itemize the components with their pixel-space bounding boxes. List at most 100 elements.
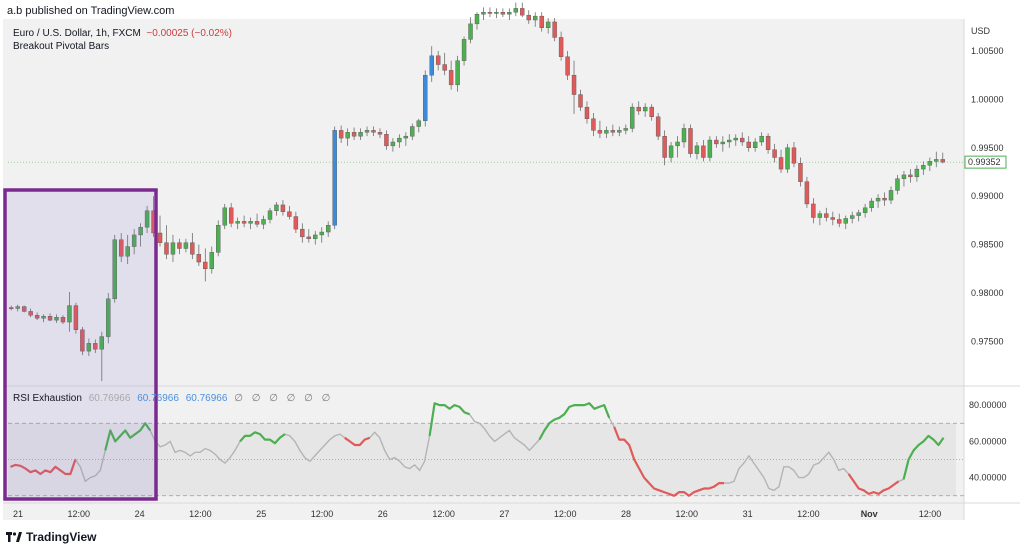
candle-body xyxy=(73,305,79,331)
candle-body xyxy=(183,242,189,249)
candle-body xyxy=(326,225,331,233)
candle-body xyxy=(545,21,551,28)
time-tick: Nov xyxy=(861,509,878,519)
candle-body xyxy=(849,215,855,219)
indicator-label[interactable]: Breakout Pivotal Bars xyxy=(13,41,110,52)
rsi-empty-values: ∅ ∅ ∅ ∅ ∅ ∅ xyxy=(234,393,334,404)
candle-body xyxy=(177,242,182,249)
candle-body xyxy=(338,130,344,139)
candle-body xyxy=(571,74,577,95)
candle-body xyxy=(41,316,46,319)
candle-body xyxy=(209,252,214,270)
candle-body xyxy=(591,118,596,131)
candle-body xyxy=(681,128,687,143)
rsi-bull-segment xyxy=(538,402,611,441)
candle-body xyxy=(67,305,72,323)
rsi-bull-segment xyxy=(902,434,945,480)
candle-body xyxy=(649,106,654,118)
candle-body xyxy=(241,221,247,224)
rsi-value-1: 60.76966 xyxy=(88,393,131,404)
candle-body xyxy=(507,12,512,15)
candle-body xyxy=(287,211,292,217)
currency-label: USD xyxy=(971,26,991,36)
rsi-bear-segment xyxy=(847,473,900,495)
candle-body xyxy=(798,163,803,182)
candle-body xyxy=(228,207,234,224)
candle-body xyxy=(694,145,700,154)
axes: USD 1.00500 1.00000 0.99500 0.99000 0.98500 0.… xyxy=(13,26,1007,519)
rsi-value-3: 60.76966 xyxy=(185,393,228,404)
price-tick: 1.00500 xyxy=(971,46,1004,56)
candle-body xyxy=(397,137,402,143)
grid-lines xyxy=(3,19,1020,520)
candle-body xyxy=(759,135,764,143)
candle-body xyxy=(604,130,609,134)
candle-body xyxy=(364,130,370,133)
highlight-box xyxy=(3,188,158,501)
candle-body xyxy=(442,64,447,71)
candle-body xyxy=(668,145,674,158)
candle-body xyxy=(416,120,421,127)
candles xyxy=(9,2,945,382)
candle-body xyxy=(494,12,499,14)
rsi-line xyxy=(10,402,945,497)
candle-body xyxy=(423,74,428,121)
candle-body xyxy=(481,12,486,15)
candle-body xyxy=(888,190,894,201)
published-by: a.b published on TradingView.com xyxy=(7,5,175,17)
candle-body xyxy=(306,236,312,240)
candle-body xyxy=(119,239,124,257)
rsi-name[interactable]: RSI Exhaustion xyxy=(13,393,82,404)
candle-body xyxy=(319,231,324,236)
candle-body xyxy=(93,343,98,350)
candle-body xyxy=(60,317,66,323)
candle-body xyxy=(701,145,706,158)
candle-body xyxy=(727,139,732,143)
candle-body xyxy=(895,178,900,191)
candle-body xyxy=(642,106,648,112)
time-tick: 12:00 xyxy=(797,509,820,519)
candle-body xyxy=(558,37,564,57)
last-price-tag xyxy=(964,155,1007,169)
candle-body xyxy=(778,157,784,170)
candle-body xyxy=(293,216,299,230)
candle-body xyxy=(578,94,583,108)
candle-body xyxy=(785,147,790,170)
price-scale[interactable] xyxy=(964,19,1020,520)
candle-body xyxy=(862,207,868,213)
candle-body xyxy=(940,159,945,163)
candle-body xyxy=(80,329,85,352)
rsi-legend: RSI Exhaustion 60.76966 60.76966 60.7696… xyxy=(13,393,333,404)
rsi-bear-segment xyxy=(10,459,77,476)
rsi-bull-segment xyxy=(104,422,152,451)
candle-body xyxy=(351,132,357,137)
candle-body xyxy=(584,106,590,119)
time-tick: 31 xyxy=(743,509,753,519)
candle-body xyxy=(313,234,318,240)
price-tick: 0.99500 xyxy=(971,143,1004,153)
candle-body xyxy=(714,139,719,145)
candle-body xyxy=(474,13,480,25)
candle-body xyxy=(837,219,842,224)
last-price-label: 0.99352 xyxy=(968,157,1001,167)
candle-body xyxy=(617,130,622,133)
candle-body xyxy=(539,15,544,28)
price-tick: 0.98500 xyxy=(971,240,1004,250)
rsi-bands xyxy=(8,422,964,497)
candle-body xyxy=(203,261,208,270)
candle-body xyxy=(384,134,389,147)
candle-body xyxy=(675,141,680,147)
candle-body xyxy=(15,306,20,309)
rsi-bear-segment xyxy=(648,482,724,497)
symbol-label[interactable]: Euro / U.S. Dollar, 1h, FXCM xyxy=(13,28,141,39)
candle-body xyxy=(882,197,887,201)
candle-body xyxy=(332,130,337,226)
candle-body xyxy=(487,12,493,14)
candle-body xyxy=(9,307,14,309)
candle-body xyxy=(157,232,163,243)
time-tick: 21 xyxy=(13,509,23,519)
candle-body xyxy=(190,242,195,255)
rsi-tick: 60.00000 xyxy=(969,436,1007,446)
time-tick: 27 xyxy=(499,509,509,519)
